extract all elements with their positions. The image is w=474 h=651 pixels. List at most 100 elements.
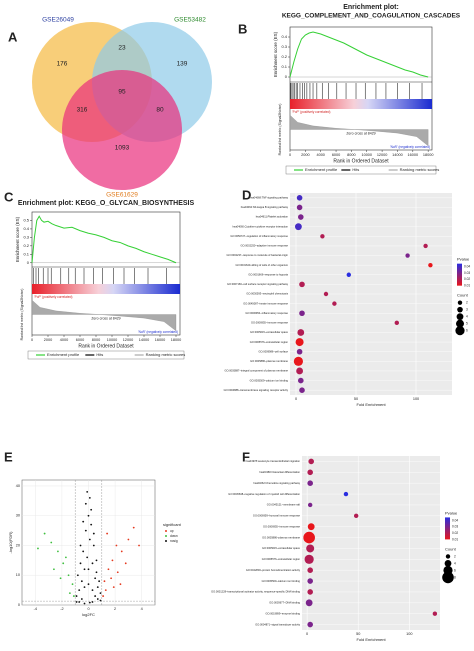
term-label: GO:0030593~neutrophil chemotaxis <box>246 292 288 296</box>
point <box>90 508 93 511</box>
dot <box>308 458 315 465</box>
term-label: GO:0005615~extracellular space <box>262 546 301 550</box>
count-key <box>457 306 463 313</box>
point <box>79 562 82 565</box>
count-key <box>455 326 465 336</box>
legend-box <box>285 165 437 175</box>
point <box>78 589 81 592</box>
count-key <box>442 571 454 584</box>
x-tick-label: 4000 <box>316 153 324 157</box>
y-axis-label: Enrichment score (ES) <box>273 31 278 77</box>
point <box>83 586 86 589</box>
region-count: 139 <box>177 61 188 68</box>
x-tick-label: 0 <box>295 397 297 401</box>
y-tick-label: 20 <box>16 543 20 547</box>
point <box>138 544 140 547</box>
point <box>86 491 89 493</box>
rank-bar <box>290 99 432 109</box>
dot <box>394 320 399 326</box>
term-label: GO:0005576~extracellular region <box>262 557 301 561</box>
pvalue-tick-label: 0.01 <box>464 284 470 288</box>
pvalue-tick-label: 0.01 <box>452 537 458 541</box>
x-tick-label: 10000 <box>107 338 118 342</box>
chart-subtitle: KEGG_COMPLEMENT_AND_COAGULATION_CASCADES <box>282 13 461 20</box>
term-label: GO:0045087~innate immune response <box>243 301 288 305</box>
region-count: 80 <box>156 107 164 114</box>
term-label: GO:0031640~killing of cells of other org… <box>235 263 288 267</box>
point <box>92 532 95 535</box>
point <box>127 538 130 541</box>
dot <box>307 567 313 573</box>
dot <box>303 531 315 544</box>
dot <box>296 348 303 355</box>
term-label: GO:0005509~calcium ion binding <box>262 579 301 583</box>
count-key-label: 4 <box>454 561 456 565</box>
term-label: GO:0005615~extracellular space <box>250 330 289 334</box>
x-axis-label: log2FC <box>82 612 95 617</box>
point <box>50 541 53 544</box>
x-tick-label: 8000 <box>347 153 355 157</box>
set-name: GSE61629 <box>106 192 138 199</box>
y-tick-label: 0.5 <box>23 218 29 223</box>
term-label: GO:0045638~negative regulation of myeloi… <box>228 492 300 496</box>
x-tick-label: 2000 <box>44 338 52 342</box>
term-label: GO:0005887~integral component of plasma … <box>224 369 288 373</box>
legend-label: Hits <box>96 352 103 357</box>
legend-label: Enrichment profile <box>305 167 338 172</box>
pvalue-tick-label: 0.04 <box>464 265 470 269</box>
panel-label: D <box>242 187 251 202</box>
x-tick-label: 0 <box>31 338 33 342</box>
x-tick-label: 2 <box>114 607 116 611</box>
point <box>83 568 86 571</box>
dot <box>307 578 313 584</box>
y-tick-label: 0.2 <box>281 54 287 59</box>
term-label: GO:0006959~humoral immune response <box>253 514 301 518</box>
point <box>62 562 65 565</box>
count-key-label: 5 <box>466 322 468 326</box>
legend-swatch <box>165 530 167 532</box>
x-axis-label: Fold Enrichment <box>356 402 386 407</box>
point <box>124 562 127 565</box>
dot <box>323 291 329 297</box>
x-tick-label: 10000 <box>361 153 372 157</box>
x-tick-label: 6000 <box>76 338 84 342</box>
point <box>104 589 107 592</box>
x-axis-label: Rank in Ordered Dataset <box>78 343 134 349</box>
panel-label: F <box>242 449 250 464</box>
term-label: hsa04062:Chemokine signaling pathway <box>253 481 300 485</box>
point <box>87 514 90 517</box>
y-axis-label: -log10(FDR) <box>8 531 13 554</box>
dot <box>299 310 305 317</box>
legend-title: significant <box>163 522 182 527</box>
region-count: 176 <box>57 61 68 68</box>
term-label: GO:0009986~cell surface <box>259 349 289 353</box>
panel-label: A <box>8 29 18 44</box>
pos-label: 'PoP' (positively correlated) <box>292 110 330 114</box>
dot <box>305 599 313 607</box>
point <box>106 532 109 535</box>
plot-frame <box>289 26 433 151</box>
x-tick-label: 14000 <box>139 338 150 342</box>
plot-frame <box>31 211 181 336</box>
count-key-label: 2 <box>454 554 456 558</box>
dot <box>299 387 305 393</box>
dot <box>405 253 410 258</box>
term-label: GO:0007166~cell surface receptor signali… <box>227 282 289 286</box>
x-tick-label: 16000 <box>408 153 419 157</box>
point <box>99 599 102 602</box>
point <box>64 556 67 559</box>
term-label: hsa04064:NF-kappa B signaling pathway <box>241 205 289 209</box>
count-key <box>457 300 463 305</box>
pvalue-tick-label: 0.02 <box>452 531 458 535</box>
count-key-label: 4 <box>466 315 468 319</box>
x-tick-label: 0 <box>87 607 89 611</box>
chart-title: Enrichment plot: KEGG_O_GLYCAN_BIOSYNTHE… <box>18 200 195 207</box>
y-tick-label: 0.3 <box>281 44 287 49</box>
pvalue-tick-label: 0.02 <box>464 277 470 281</box>
x-tick-label: 100 <box>413 397 419 401</box>
term-label: GO:0002237~response to molecule of bacte… <box>227 253 289 257</box>
point <box>110 577 113 580</box>
dot <box>296 204 303 211</box>
term-label: hsa04978:Leukocyte transendothelial migr… <box>246 459 301 463</box>
point <box>43 532 46 535</box>
